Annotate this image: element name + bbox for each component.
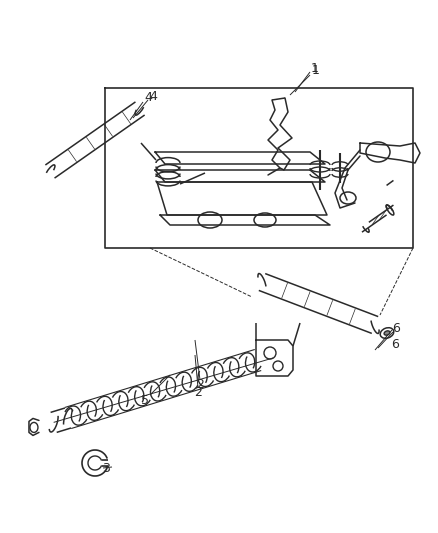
Text: 6: 6	[391, 321, 399, 335]
Text: 1: 1	[311, 61, 318, 75]
Text: 5: 5	[141, 393, 148, 407]
Text: 4: 4	[144, 91, 152, 103]
Text: 6: 6	[390, 338, 398, 351]
Text: 2: 2	[196, 378, 204, 392]
Text: 4: 4	[149, 90, 156, 102]
Text: 1: 1	[311, 63, 319, 77]
Text: 3: 3	[102, 462, 110, 474]
Text: 2: 2	[194, 386, 201, 400]
Ellipse shape	[383, 331, 389, 335]
